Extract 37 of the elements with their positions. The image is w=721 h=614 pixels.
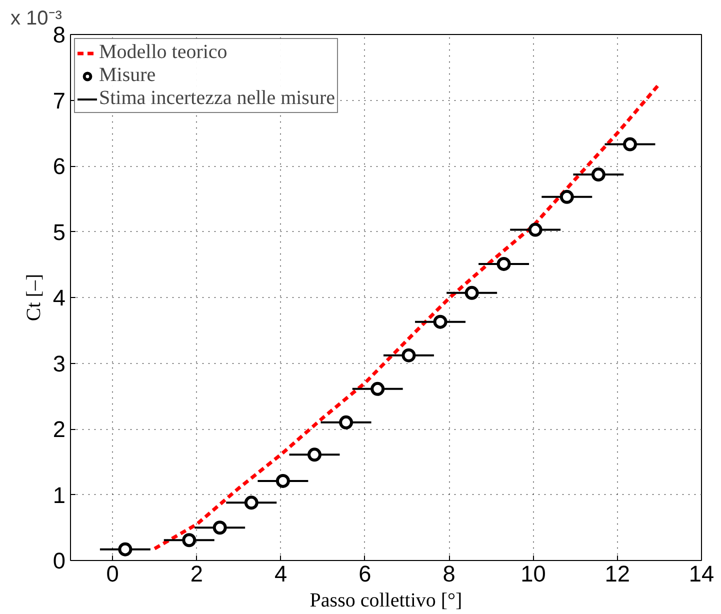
point xyxy=(496,256,511,271)
point xyxy=(307,448,322,462)
point xyxy=(370,382,385,396)
x-tick-label: 6 xyxy=(358,560,372,586)
point xyxy=(402,348,416,362)
y-tick-label: 3 xyxy=(52,350,66,376)
point xyxy=(182,533,196,548)
point xyxy=(339,415,354,430)
x-axis-title: Passo collettivo [°] xyxy=(310,590,462,612)
point xyxy=(622,137,637,152)
x-tick-label: 14 xyxy=(688,560,714,586)
x-tick-label: 4 xyxy=(274,560,288,586)
y-tick-label: 6 xyxy=(52,153,66,179)
point xyxy=(244,496,258,510)
x-tick-label: 12 xyxy=(604,560,630,586)
x-tick-label: 8 xyxy=(442,560,456,586)
point xyxy=(212,520,227,535)
point xyxy=(118,542,132,556)
y-tick-label: 1 xyxy=(52,482,66,508)
point xyxy=(276,474,290,488)
legend-label: Misure xyxy=(99,64,156,87)
point xyxy=(464,286,479,300)
x-tick-label: 0 xyxy=(106,560,119,586)
y-tick-label: 7 xyxy=(52,87,66,114)
x-tick-label: 2 xyxy=(190,560,204,586)
point xyxy=(433,314,448,329)
y-tick-label: 4 xyxy=(52,284,66,310)
y-tick-label: 5 xyxy=(52,218,66,245)
annotation: Stima incertezza nelle misure xyxy=(99,87,336,110)
point xyxy=(560,190,574,204)
y-axis-title: Ct [–] xyxy=(22,274,45,322)
point xyxy=(528,222,542,237)
legend-label: Modello teorico xyxy=(99,41,228,64)
x-tick-label: 10 xyxy=(520,560,546,586)
line-series xyxy=(152,82,662,550)
point xyxy=(591,168,606,182)
y-tick-label: 2 xyxy=(52,416,66,442)
